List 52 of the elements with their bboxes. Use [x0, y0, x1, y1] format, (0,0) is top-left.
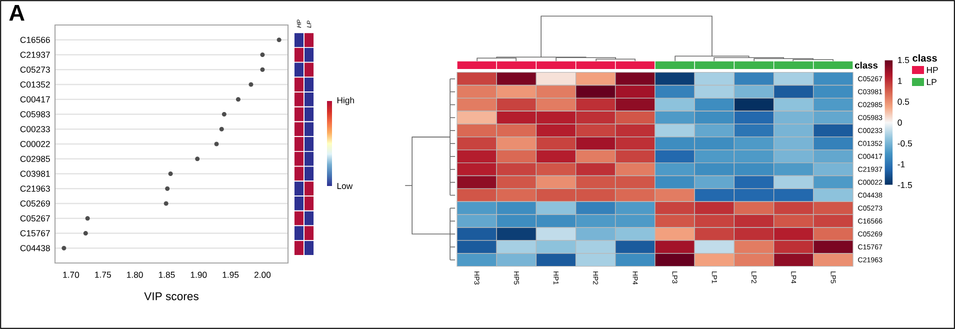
point — [260, 52, 265, 58]
y-tick-label: C16566 — [20, 36, 50, 43]
y-tick-label: C02985 — [20, 156, 50, 162]
y-tick-label: C05269 — [20, 200, 50, 207]
point — [222, 112, 226, 117]
y-tick-label: C00417 — [20, 96, 50, 102]
text: A — [9, 5, 24, 21]
point — [85, 216, 90, 221]
point — [248, 82, 254, 87]
x-tick-label: 1.85 — [158, 272, 175, 278]
point — [276, 38, 282, 42]
y-tick-label: C15767 — [20, 230, 50, 236]
color-bar-label: -0.5 — [898, 140, 912, 146]
color-bar-label: 0.5 — [898, 98, 910, 105]
y-tick-label: C04438 — [20, 245, 50, 252]
x-tick-label: 1.70 — [63, 272, 80, 278]
y-tick-label: C05983 — [20, 111, 50, 118]
x-tick-label: 1.90 — [190, 272, 207, 278]
color-bar-label: 1.5 — [898, 57, 910, 64]
point — [62, 246, 66, 250]
color-bar-label: 1 — [898, 78, 902, 84]
y-tick-label: C21937 — [20, 52, 50, 58]
category-label: LP — [926, 79, 936, 85]
point — [165, 186, 170, 191]
color-bar-label: -1.5 — [898, 182, 912, 188]
y-tick-label: C21963 — [20, 186, 50, 192]
color-bar-label: -1 — [898, 161, 905, 168]
point — [195, 156, 200, 162]
x-tick-label: 1.75 — [95, 272, 111, 278]
y-tick-label: C01352 — [20, 81, 50, 88]
legend-title: class — [912, 54, 937, 62]
y-tick-label: C05273 — [20, 66, 50, 73]
y-tick-label: C00233 — [20, 126, 50, 132]
color-bar-label: High — [337, 96, 354, 106]
point — [164, 201, 168, 206]
y-tick-label: C05267 — [20, 215, 50, 222]
point — [214, 142, 219, 146]
text: class — [854, 62, 878, 69]
point — [236, 97, 240, 102]
y-tick-label: C00022 — [20, 140, 50, 148]
y-tick-label: C03981 — [20, 170, 50, 177]
color-bar-label: Low — [337, 182, 353, 190]
x-tick-label: 1.95 — [222, 272, 239, 278]
x-axis-title: VIP scores — [144, 292, 198, 300]
point — [260, 67, 265, 72]
color-bar-label: 0 — [898, 120, 902, 126]
point — [219, 126, 224, 132]
x-tick-label: 2.00 — [254, 272, 271, 278]
point — [83, 230, 88, 236]
point — [168, 171, 173, 176]
category-label: HP — [926, 67, 938, 73]
x-tick-label: 1.80 — [127, 272, 143, 278]
